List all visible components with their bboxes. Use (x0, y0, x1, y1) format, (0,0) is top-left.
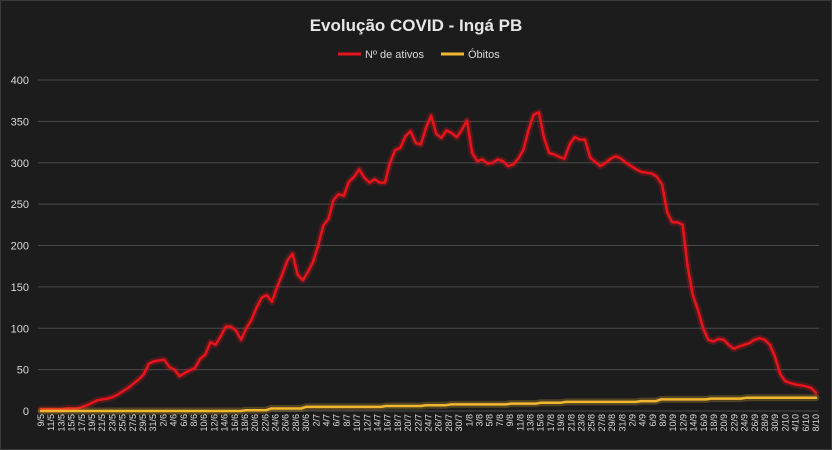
x-tick-label: 25/8 (587, 414, 597, 432)
x-tick-label: 6/10 (801, 414, 811, 432)
x-tick-label: 11/8 (515, 414, 525, 431)
x-tick-label: 16/7 (383, 414, 393, 432)
x-tick-label: 29/5 (138, 414, 148, 432)
x-tick-label: 26/9 (750, 414, 760, 432)
x-tick-label: 10/6 (199, 414, 209, 432)
series-line-obitos (39, 396, 818, 413)
x-tick-label: 30/9 (770, 414, 780, 432)
x-tick-label: 31/5 (148, 414, 158, 432)
x-tick-label: 11/5 (46, 414, 56, 431)
x-tick-label: 13/5 (56, 414, 66, 432)
series-lines (37, 108, 820, 415)
x-tick-label: 4/10 (791, 414, 801, 432)
y-axis-ticks: 0 50 100 150 200 250 300 350 400 (11, 75, 29, 418)
x-tick-label: 12/9 (678, 414, 688, 432)
x-tick-label: 25/5 (118, 414, 128, 432)
x-tick-label: 22/9 (729, 414, 739, 432)
x-tick-label: 10/9 (668, 414, 678, 432)
x-tick-label: 14/6 (220, 414, 230, 432)
y-tick-label: 350 (11, 116, 29, 128)
x-tick-label: 8/7 (342, 414, 352, 427)
x-tick-label: 9/8 (505, 414, 515, 427)
x-tick-label: 26/6 (281, 414, 291, 432)
x-tick-label: 4/6 (169, 414, 179, 427)
x-tick-label: 21/5 (97, 414, 107, 432)
x-tick-label: 18/7 (393, 414, 403, 432)
x-tick-label: 14/7 (373, 414, 383, 432)
x-tick-label: 7/8 (495, 414, 505, 427)
x-tick-label: 24/9 (740, 414, 750, 432)
x-tick-label: 1/8 (464, 414, 474, 427)
x-tick-label: 8/10 (811, 414, 821, 432)
x-tick-label: 23/8 (576, 414, 586, 432)
x-tick-label: 16/9 (699, 414, 709, 432)
y-tick-label: 50 (17, 365, 29, 377)
x-tick-label: 16/6 (230, 414, 240, 432)
legend-label-ativos: Nº de ativos (365, 49, 425, 61)
x-tick-label: 18/6 (240, 414, 250, 432)
x-tick-label: 4/7 (322, 414, 332, 427)
x-tick-label: 4/9 (638, 414, 648, 427)
x-tick-label: 18/9 (709, 414, 719, 432)
y-tick-label: 400 (11, 75, 29, 87)
x-tick-label: 30/7 (454, 414, 464, 432)
legend: Nº de ativos Óbitos (338, 48, 500, 61)
x-tick-label: 30/6 (301, 414, 311, 432)
x-tick-label: 2/6 (158, 414, 168, 427)
y-tick-label: 100 (11, 323, 29, 335)
x-tick-label: 3/8 (474, 414, 484, 427)
x-tick-label: 20/6 (250, 414, 260, 432)
x-tick-label: 9/5 (36, 414, 46, 427)
x-tick-label: 22/7 (413, 414, 423, 432)
x-axis-ticks: 9/5 11/5 13/5 15/5 17/5 19/5 21/5 23/5 25/5 27/5 2… (36, 414, 821, 432)
x-tick-label: 2/10 (780, 414, 790, 432)
x-tick-label: 2/9 (627, 414, 637, 427)
x-tick-label: 28/7 (444, 414, 454, 432)
x-tick-label: 19/8 (556, 414, 566, 432)
y-tick-label: 200 (11, 241, 29, 253)
x-tick-label: 19/5 (87, 414, 97, 432)
x-tick-label: 29/8 (607, 414, 617, 432)
x-tick-label: 12/6 (209, 414, 219, 432)
x-tick-label: 27/5 (128, 414, 138, 432)
x-tick-label: 14/9 (689, 414, 699, 432)
y-tick-label: 250 (11, 199, 29, 211)
x-tick-label: 10/7 (352, 414, 362, 432)
chart-title: Evolução COVID - Ingá PB (310, 16, 523, 35)
x-tick-label: 21/8 (566, 414, 576, 432)
x-tick-label: 15/8 (536, 414, 546, 432)
series-glow-ativos (37, 108, 820, 413)
x-tick-label: 6/7 (332, 414, 342, 427)
y-tick-label: 0 (23, 406, 29, 418)
x-tick-label: 27/8 (597, 414, 607, 432)
x-tick-label: 15/5 (67, 414, 77, 432)
x-tick-label: 26/7 (434, 414, 444, 432)
x-tick-label: 20/7 (403, 414, 413, 432)
x-tick-label: 5/8 (485, 414, 495, 427)
x-tick-label: 6/9 (648, 414, 658, 427)
series-line-ativos (39, 111, 818, 411)
x-tick-label: 24/7 (424, 414, 434, 432)
x-tick-label: 28/6 (291, 414, 301, 432)
x-tick-label: 6/6 (179, 414, 189, 427)
x-tick-label: 23/5 (107, 414, 117, 432)
x-tick-label: 17/5 (77, 414, 87, 432)
x-tick-label: 20/9 (719, 414, 729, 432)
x-tick-label: 24/6 (271, 414, 281, 432)
y-tick-label: 300 (11, 158, 29, 170)
x-tick-label: 31/8 (617, 414, 627, 432)
x-tick-label: 12/7 (362, 414, 372, 432)
y-tick-label: 150 (11, 282, 29, 294)
x-tick-label: 17/8 (546, 414, 556, 432)
x-tick-label: 8/6 (189, 414, 199, 427)
x-tick-label: 22/6 (260, 414, 270, 432)
legend-label-obitos: Óbitos (468, 48, 500, 61)
x-tick-label: 2/7 (311, 414, 321, 427)
x-tick-label: 28/9 (760, 414, 770, 432)
x-tick-label: 8/9 (658, 414, 668, 427)
x-tick-label: 13/8 (525, 414, 535, 432)
